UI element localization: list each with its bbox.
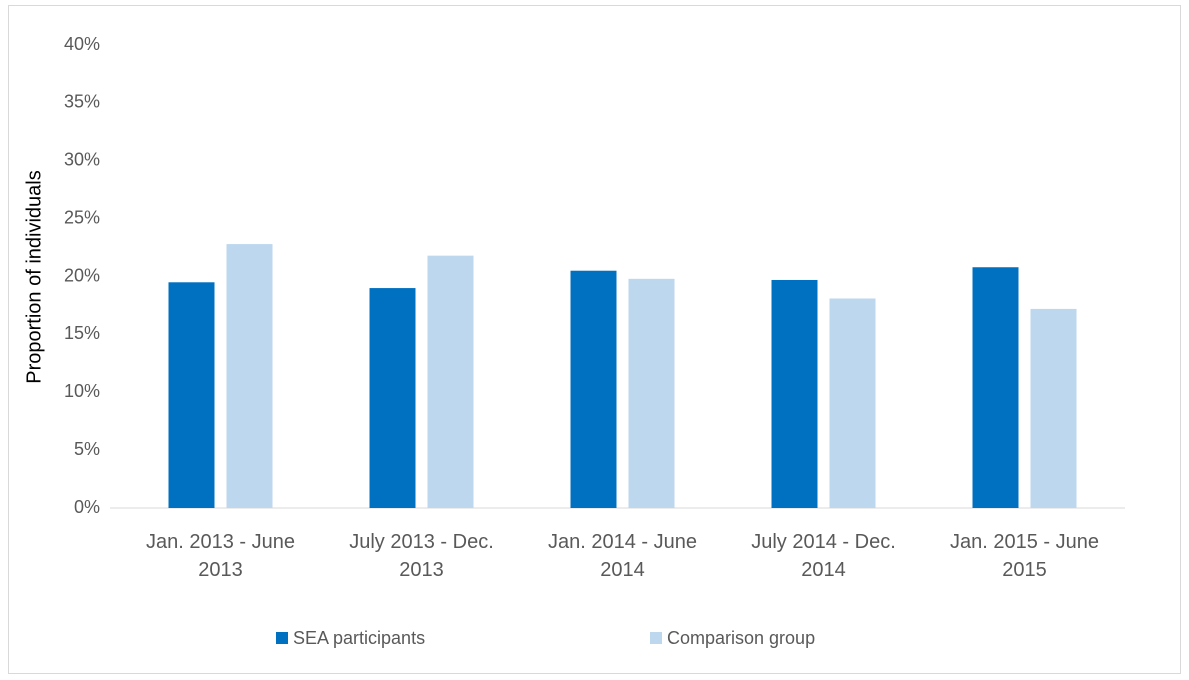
x-tick-label: Jan. 2014 - June 2014 [548,531,697,581]
bar [226,244,273,508]
x-tick-label: Jan. 2013 - June 2013 [146,531,295,581]
legend-swatch [276,632,288,644]
y-tick-label: 30% [64,150,100,170]
y-tick-label: 40% [64,34,100,54]
bar [427,255,474,508]
bar [829,298,876,508]
y-tick-label: 25% [64,207,100,227]
bar [628,278,675,508]
bar [570,270,617,508]
bar [369,288,416,508]
x-tick-label: Jan. 2015 - June 2015 [950,531,1099,581]
bar [168,282,215,508]
legend-swatch [650,632,662,644]
bar [771,279,818,508]
y-tick-label: 15% [64,323,100,343]
bar [972,267,1019,508]
y-axis-label: Proportion of individuals [23,170,45,383]
legend-label: SEA participants [293,628,425,648]
y-tick-label: 10% [64,381,100,401]
y-tick-label: 5% [74,439,100,459]
x-tick-label: July 2013 - Dec. 2013 [349,531,494,581]
bar [1030,308,1077,508]
legend-label: Comparison group [667,628,815,648]
y-tick-label: 0% [74,497,100,517]
y-tick-label: 35% [64,92,100,112]
y-tick-label: 20% [64,265,100,285]
x-tick-label: July 2014 - Dec. 2014 [751,531,896,581]
